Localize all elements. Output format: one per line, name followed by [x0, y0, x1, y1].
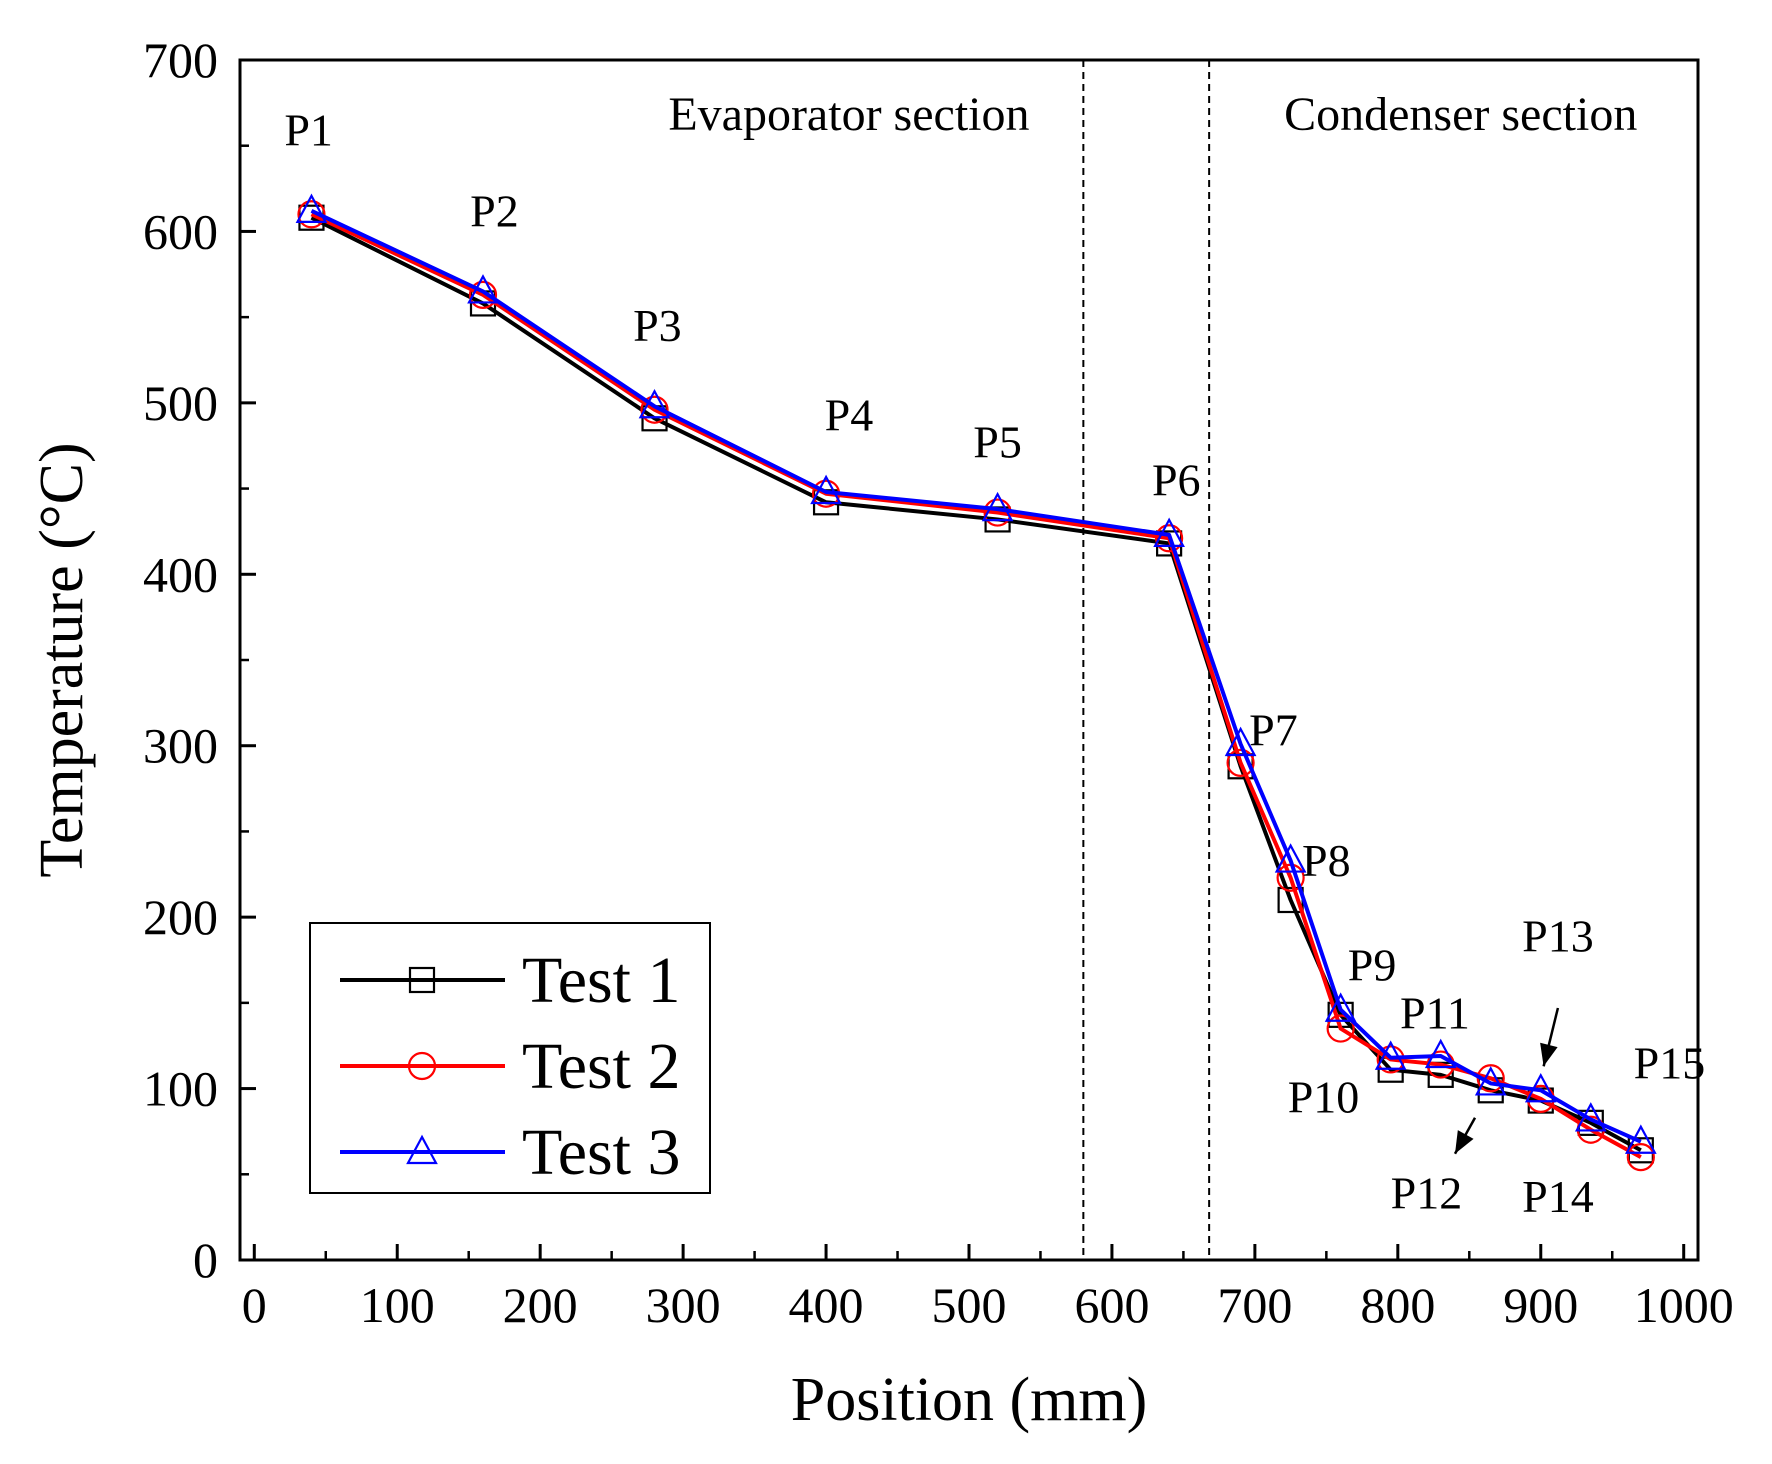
point-label: P8 [1302, 835, 1351, 886]
data-point [467, 274, 499, 304]
y-tick-label: 600 [143, 203, 218, 259]
legend-label: Test 1 [522, 944, 681, 1017]
section-label: Evaporator section [668, 88, 1029, 141]
x-tick-label: 0 [242, 1277, 267, 1333]
point-label: P12 [1391, 1168, 1463, 1219]
series-line [310, 209, 1642, 1144]
legend-item: Test 1 [340, 944, 681, 1017]
axis-ticks [240, 58, 1686, 1262]
y-tick-label: 400 [143, 546, 218, 602]
y-tick-label: 700 [143, 32, 218, 88]
point-label: P13 [1522, 910, 1594, 961]
x-tick-label: 100 [360, 1277, 435, 1333]
point-label: P1 [284, 105, 333, 156]
data-point [1626, 1143, 1655, 1172]
data-point [1155, 524, 1184, 553]
point-label: P5 [973, 417, 1022, 468]
data-point [638, 388, 671, 419]
y-tick-label: 500 [143, 375, 218, 431]
y-tick-label: 0 [193, 1232, 218, 1288]
x-tick-label: 300 [646, 1277, 721, 1333]
section-dividers [1082, 60, 1211, 1260]
point-label: P7 [1249, 705, 1298, 756]
legend-label: Test 2 [522, 1030, 681, 1103]
point-label: P9 [1348, 940, 1397, 991]
data-point [1224, 726, 1257, 757]
data-point [1524, 1072, 1557, 1103]
data-point [1324, 992, 1357, 1022]
series-line [310, 215, 1642, 1153]
data-point [1624, 1124, 1657, 1154]
point-label: P10 [1288, 1072, 1360, 1123]
y-tick-label: 200 [143, 889, 218, 945]
data-point [1274, 843, 1307, 873]
legend-marker [408, 966, 436, 994]
point-annotations: P1 P2 P3 P4 P5 P6 P7 P8 P9 P10 P11 P12 P13 P14 P15 [284, 105, 1705, 1222]
point-label: P4 [825, 389, 874, 440]
legend-marker [407, 1051, 437, 1081]
x-tick-label: 500 [932, 1277, 1007, 1333]
x-tick-label: 200 [503, 1277, 578, 1333]
section-label: Condenser section [1284, 88, 1637, 141]
legend-item: Test 2 [340, 1030, 681, 1103]
legend-label: Test 3 [522, 1116, 681, 1189]
annotation-arrow-head [1455, 1130, 1474, 1154]
point-label: P15 [1634, 1037, 1706, 1088]
point-label: P14 [1522, 1171, 1594, 1222]
section-labels: Evaporator section Condenser section [668, 88, 1637, 141]
legend-item: Test 3 [340, 1116, 681, 1189]
legend-box [309, 922, 711, 1194]
point-label: P11 [1400, 988, 1470, 1039]
x-tick-label: 800 [1360, 1277, 1435, 1333]
data-point [295, 193, 328, 223]
point-label: P2 [470, 185, 519, 236]
data-point [810, 474, 842, 505]
series-3 [295, 193, 1657, 1154]
x-tick-label: 600 [1074, 1277, 1149, 1333]
data-point [468, 280, 498, 309]
x-tick-label: 400 [789, 1277, 864, 1333]
data-series [295, 193, 1657, 1172]
data-point [1376, 1045, 1405, 1074]
legend-marker [406, 1134, 438, 1165]
x-tick-label: 1000 [1634, 1277, 1734, 1333]
point-label: P3 [633, 300, 682, 351]
y-tick-label: 100 [143, 1061, 218, 1117]
y-axis-title: Temperature (°C) [28, 442, 96, 877]
data-point [1474, 1066, 1507, 1096]
x-tick-label: 900 [1503, 1277, 1578, 1333]
data-point [1574, 1102, 1607, 1132]
data-point [1424, 1038, 1457, 1069]
data-point [1153, 517, 1185, 547]
series-line [310, 212, 1642, 1159]
data-point [640, 395, 669, 424]
x-tick-label: 700 [1217, 1277, 1292, 1333]
annotation-arrow-head [1540, 1042, 1558, 1067]
legend: Test 1 Test 2 Test 3 [309, 922, 711, 1194]
data-point [1226, 748, 1255, 777]
data-point [981, 491, 1014, 522]
data-point [1374, 1040, 1407, 1070]
data-point [297, 200, 326, 229]
axis-tick-labels: 0 100 200 300 400 500 600 700 800 900 1000 0 100 200 3… [143, 32, 1734, 1333]
x-axis-title: Position (mm) [791, 1366, 1148, 1434]
y-tick-label: 300 [143, 718, 218, 774]
point-label: P6 [1152, 454, 1201, 505]
data-point [1326, 1014, 1355, 1043]
